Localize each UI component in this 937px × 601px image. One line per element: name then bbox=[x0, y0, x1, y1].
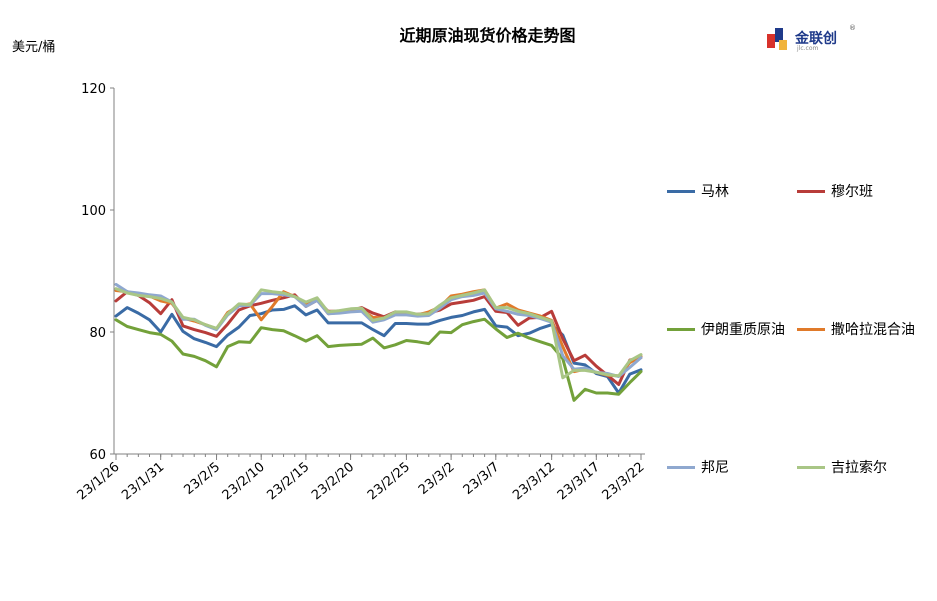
x-tick-label: 23/2/20 bbox=[309, 460, 357, 504]
legend-label: 吉拉索尔 bbox=[831, 460, 887, 476]
x-tick-label: 23/3/22 bbox=[600, 460, 648, 504]
x-tick-label: 23/3/2 bbox=[416, 460, 458, 498]
x-tick-label: 23/3/7 bbox=[461, 460, 503, 498]
legend-swatch bbox=[797, 465, 825, 469]
legend-label: 伊朗重质原油 bbox=[701, 322, 785, 338]
logo-icon bbox=[767, 28, 787, 50]
legend-item-4: 撒哈拉混合油 bbox=[797, 319, 915, 339]
legend-label: 撒哈拉混合油 bbox=[831, 322, 915, 338]
x-tick-label: 23/2/15 bbox=[264, 460, 312, 504]
legend-swatch bbox=[667, 189, 695, 193]
chart-title: 近期原油现货价格走势图 bbox=[399, 26, 576, 45]
x-tick-label: 23/3/12 bbox=[510, 460, 558, 504]
legend-item-1: 马林 bbox=[667, 181, 729, 201]
series-line-2 bbox=[114, 290, 643, 386]
legend-item-3: 伊朗重质原油 bbox=[667, 319, 785, 339]
y-tick-label: 80 bbox=[89, 326, 106, 341]
y-tick-label: 100 bbox=[81, 204, 106, 219]
x-tick-label: 23/3/17 bbox=[555, 460, 603, 504]
chart-series bbox=[114, 282, 643, 402]
logo-registered-mark: ® bbox=[849, 24, 856, 32]
legend-item-2: 穆尔班 bbox=[797, 181, 873, 201]
logo-url: jlc.com bbox=[797, 45, 819, 52]
x-tick-label: 23/2/25 bbox=[365, 460, 413, 504]
series-line-3 bbox=[114, 317, 643, 402]
legend-label: 马林 bbox=[701, 184, 729, 200]
logo-name: 金联创 bbox=[795, 31, 837, 47]
legend-label: 邦尼 bbox=[701, 460, 729, 476]
legend-swatch bbox=[797, 189, 825, 193]
legend-item-5: 邦尼 bbox=[667, 457, 729, 477]
x-tick-label: 23/1/26 bbox=[75, 460, 123, 504]
brand-logo: 金联创 jlc.com ® bbox=[765, 24, 856, 54]
legend-swatch bbox=[667, 465, 695, 469]
y-tick-label: 60 bbox=[89, 448, 106, 463]
series-line-6 bbox=[114, 287, 643, 380]
y-tick-label: 120 bbox=[81, 82, 106, 97]
legend-swatch bbox=[667, 327, 695, 331]
legend-label: 穆尔班 bbox=[831, 184, 873, 200]
x-tick-label: 23/2/10 bbox=[220, 460, 268, 504]
legend-item-6: 吉拉索尔 bbox=[797, 457, 887, 477]
legend-swatch bbox=[797, 327, 825, 331]
x-tick-label: 23/1/31 bbox=[119, 460, 167, 504]
x-tick-label: 23/2/5 bbox=[181, 460, 223, 498]
y-axis-unit-label: 美元/桶 bbox=[12, 40, 56, 55]
